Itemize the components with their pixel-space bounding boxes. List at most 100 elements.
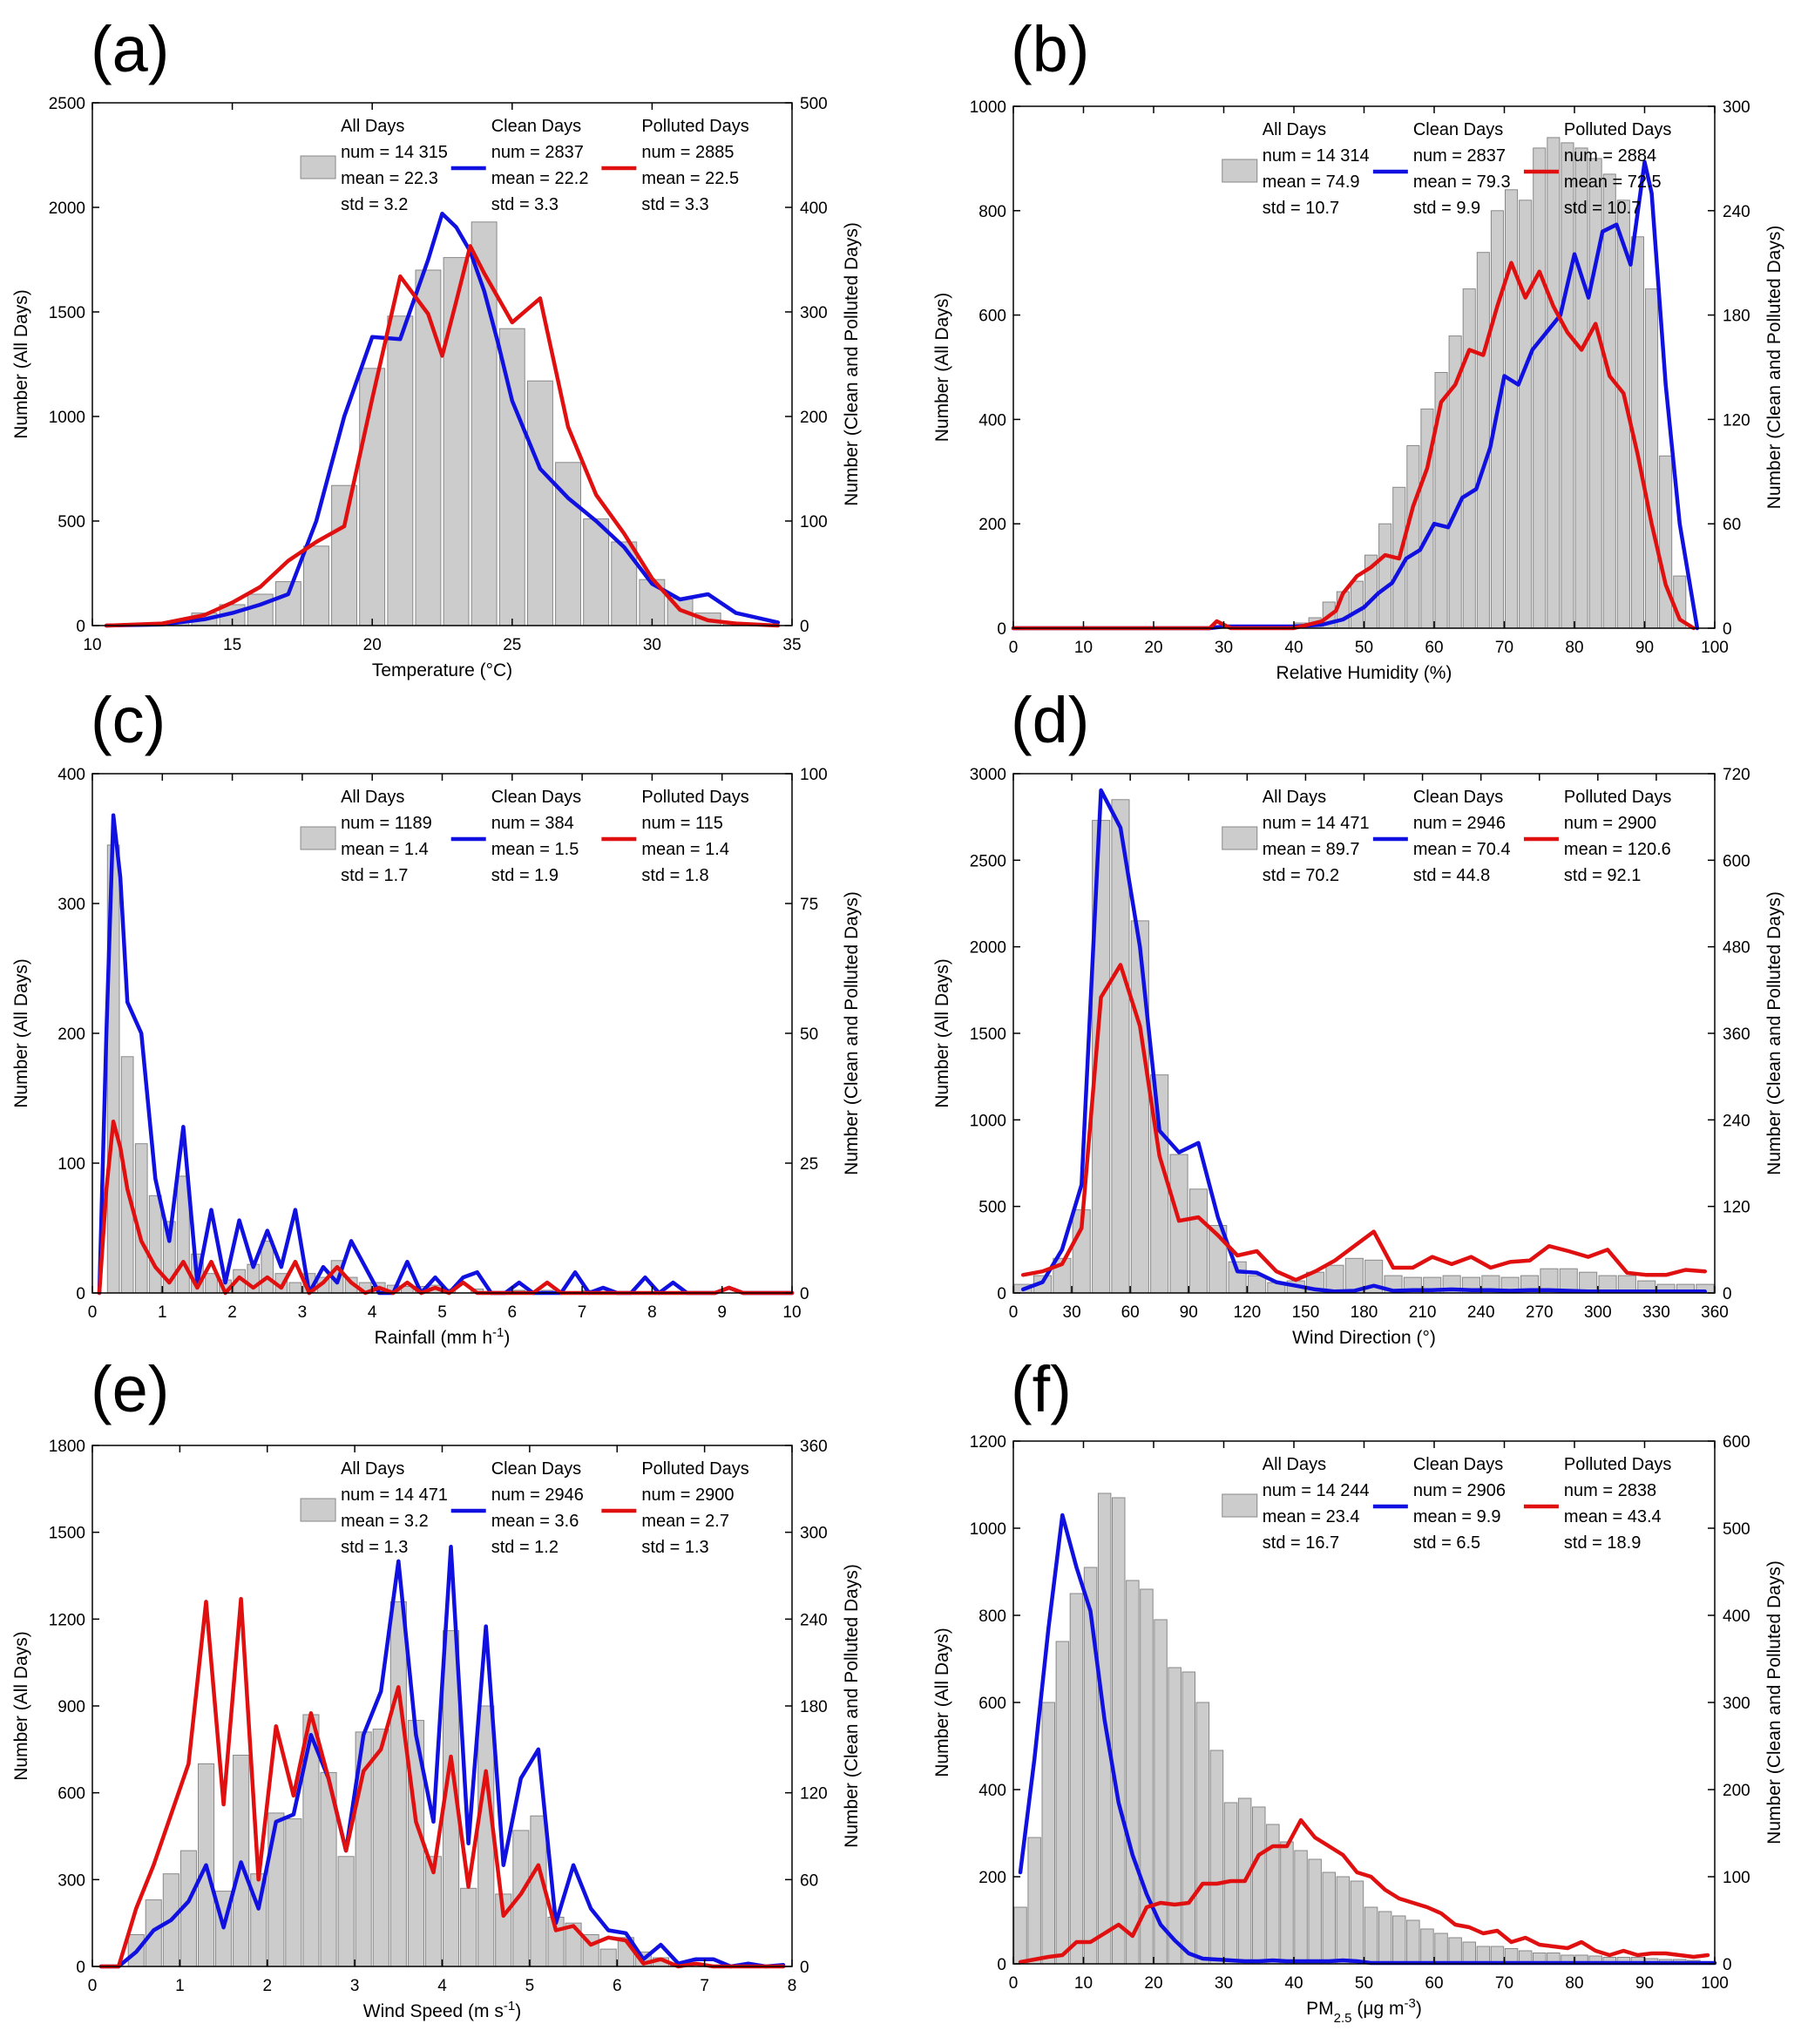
series-line-polluted [1020, 963, 1708, 1283]
legend-title: Clean Days [491, 788, 581, 807]
bar [337, 1856, 355, 1967]
bar [1392, 1915, 1406, 1965]
bar [247, 593, 274, 626]
legend-title: All Days [1263, 120, 1326, 139]
legend-stat: mean = 1.4 [341, 840, 429, 859]
y-axis-label: Number (All Days) [11, 289, 31, 439]
bar [1336, 1876, 1351, 1965]
x-tick-label: 30 [643, 636, 661, 654]
legend-stat: num = 1189 [341, 814, 432, 833]
y-right-tick-label: 0 [800, 618, 809, 636]
y-tick-label: 400 [978, 1782, 1006, 1800]
legend-title: Clean Days [1413, 120, 1503, 139]
legend-title: All Days [341, 1459, 404, 1479]
legend-title: All Days [1263, 1455, 1326, 1474]
legend-stat: std = 10.7 [1564, 199, 1641, 218]
bar [1181, 1671, 1195, 1965]
y-right-tick-label: 100 [1723, 1869, 1750, 1887]
legend-stat: mean = 79.3 [1413, 173, 1511, 192]
x-tick-label: 35 [782, 636, 801, 654]
y-right-tick-label: 300 [800, 1525, 828, 1543]
x-tick-label: 20 [363, 636, 382, 654]
y-right-tick-label: 240 [800, 1611, 828, 1629]
legend-stat: std = 18.9 [1564, 1533, 1641, 1553]
bar [1350, 1880, 1364, 1965]
y-right-tick-label: 360 [800, 1438, 828, 1456]
y-axis-label: Number (All Days) [932, 293, 952, 443]
legend-title: Polluted Days [641, 117, 748, 136]
y-tick-label: 0 [76, 618, 85, 636]
x-tick-label: 70 [1495, 639, 1513, 657]
x-tick-label: 40 [1284, 1974, 1303, 1993]
legend-stat: mean = 74.9 [1263, 173, 1360, 192]
y-right-tick-label: 500 [1723, 1520, 1750, 1539]
legend-stat: num = 384 [491, 814, 574, 833]
x-tick-label: 30 [1215, 639, 1233, 657]
x-tick-label: 100 [1701, 639, 1729, 657]
legend-title: Clean Days [491, 117, 581, 136]
y-right-tick-label: 0 [1723, 1285, 1732, 1303]
y-tick-label: 2000 [970, 939, 1006, 958]
y-right-tick-label: 200 [800, 409, 828, 427]
y-right-tick-label: 600 [1723, 852, 1750, 870]
x-tick-label: 30 [1063, 1303, 1081, 1322]
y-right-tick-label: 100 [800, 766, 828, 784]
x-tick-label: 0 [88, 1303, 98, 1322]
legend-entry-0: All Days num = 14 471 mean = 3.2 std = 1.3 [300, 1459, 448, 1557]
legend-entry-0: All Days num = 14 244 mean = 23.4 std = 16.… [1222, 1455, 1370, 1553]
y-axis-right-label: Number (Clean and Polluted Days) [1764, 1560, 1784, 1844]
bar [261, 1240, 274, 1294]
bar [1195, 1702, 1210, 1965]
x-tick-label: 300 [1584, 1303, 1612, 1322]
series-line-clean [1018, 1513, 1717, 1966]
x-tick-label: 80 [1565, 1974, 1583, 1993]
y-tick-label: 800 [978, 203, 1006, 221]
legend-title: Clean Days [491, 1459, 581, 1479]
legend-stat: std = 3.3 [641, 195, 708, 214]
x-tick-label: 270 [1526, 1303, 1554, 1322]
bar [1434, 1932, 1448, 1965]
bar [1083, 1567, 1098, 1965]
legend-stat: mean = 3.2 [341, 1512, 429, 1531]
x-tick-label: 9 [717, 1303, 727, 1322]
y-right-tick-label: 480 [1723, 939, 1750, 958]
y-tick-label: 1200 [970, 1433, 1006, 1452]
bar [1294, 1850, 1308, 1965]
y-tick-label: 1500 [49, 304, 85, 322]
series-line-polluted [1018, 1817, 1710, 1965]
bar [460, 1887, 477, 1967]
bar [498, 328, 525, 626]
bar [1533, 147, 1547, 629]
y-right-tick-label: 120 [1723, 411, 1750, 430]
legend-entry-1: Clean Days num = 2906 mean = 9.9 std = 6.5 [1372, 1455, 1506, 1553]
legend-stat: mean = 1.4 [641, 840, 729, 859]
legend-entry-1: Clean Days num = 2837 mean = 79.3 std = 9.9 [1372, 120, 1511, 218]
plot-frame [91, 102, 793, 626]
bar [148, 1195, 162, 1294]
y-tick-label: 300 [58, 896, 85, 914]
bar [1462, 288, 1476, 629]
legend-stat: num = 2946 [491, 1486, 584, 1505]
bar [372, 1729, 389, 1967]
legend-stat: mean = 2.7 [641, 1512, 729, 1531]
series-line-polluted [98, 1596, 786, 1969]
legend-bar-swatch [1222, 826, 1258, 850]
x-tick-label: 0 [1009, 1974, 1019, 1993]
bar [303, 545, 329, 626]
x-axis-label: Rainfall (mm h-1) [375, 1325, 511, 1349]
legend-bar-swatch [1222, 1493, 1258, 1518]
y-tick-label: 600 [978, 1695, 1006, 1713]
y-axis-right-label: Number (Clean and Polluted Days) [842, 891, 862, 1175]
y-axis-right-label: Number (Clean and Polluted Days) [1764, 891, 1784, 1175]
legend-title: Clean Days [1413, 788, 1503, 807]
bar [285, 1818, 302, 1967]
y-tick-label: 0 [997, 1285, 1006, 1303]
bar [583, 518, 610, 626]
y-right-tick-label: 300 [800, 304, 828, 322]
x-tick-label: 90 [1635, 639, 1654, 657]
bar [1055, 1641, 1070, 1965]
bar [1188, 1188, 1209, 1294]
y-right-tick-label: 600 [1723, 1433, 1750, 1452]
bar [387, 315, 414, 626]
